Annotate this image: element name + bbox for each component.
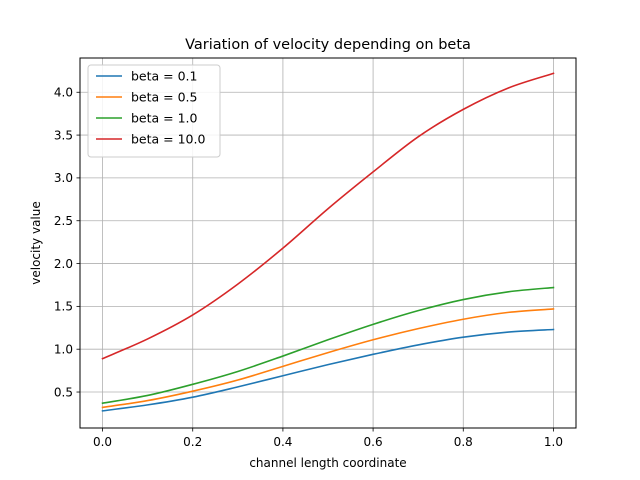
y-tick-label: 3.5: [54, 128, 73, 142]
x-tick-label: 0.8: [454, 435, 473, 449]
legend-label-1: beta = 0.1: [131, 69, 198, 84]
legend-label-4: beta = 10.0: [131, 132, 205, 147]
x-tick-label: 0.2: [183, 435, 202, 449]
series-line-1: [101, 328, 555, 412]
y-tick-label: 1.0: [54, 343, 73, 357]
y-tick-label: 4.0: [54, 86, 73, 100]
series-line-4: [101, 72, 555, 360]
y-tick-label: 0.5: [54, 385, 73, 399]
x-tick-label: 0.0: [93, 435, 112, 449]
y-tick-label: 3.0: [54, 171, 73, 185]
x-axis-label: channel length coordinate: [249, 456, 406, 470]
legend-label-3: beta = 1.0: [131, 111, 198, 126]
legend-label-2: beta = 0.5: [131, 90, 198, 105]
plot-frame: [79, 57, 577, 429]
chart-title: Variation of velocity depending on beta: [185, 37, 471, 53]
y-tick-label: 2.0: [54, 257, 73, 271]
legend-box: [87, 64, 221, 158]
y-tick-label: 1.5: [54, 300, 73, 314]
series-line-3: [101, 286, 555, 405]
legend: beta = 0.1 beta = 0.5 beta = 1.0 beta = 10.…: [87, 64, 221, 158]
series-line-2: [101, 308, 555, 409]
series-lines: [101, 72, 555, 412]
grid: [80, 58, 576, 428]
ticks: 0.0 0.2 0.4 0.6 0.8 1.0 0.5 1.0 1.5 2.0 2.5 3.0 3.5 4…: [54, 86, 563, 449]
x-tick-label: 0.6: [364, 435, 383, 449]
x-tick-label: 1.0: [544, 435, 563, 449]
x-tick-label: 0.4: [273, 435, 292, 449]
y-axis-label: velocity value: [29, 201, 43, 285]
y-tick-label: 2.5: [54, 214, 73, 228]
